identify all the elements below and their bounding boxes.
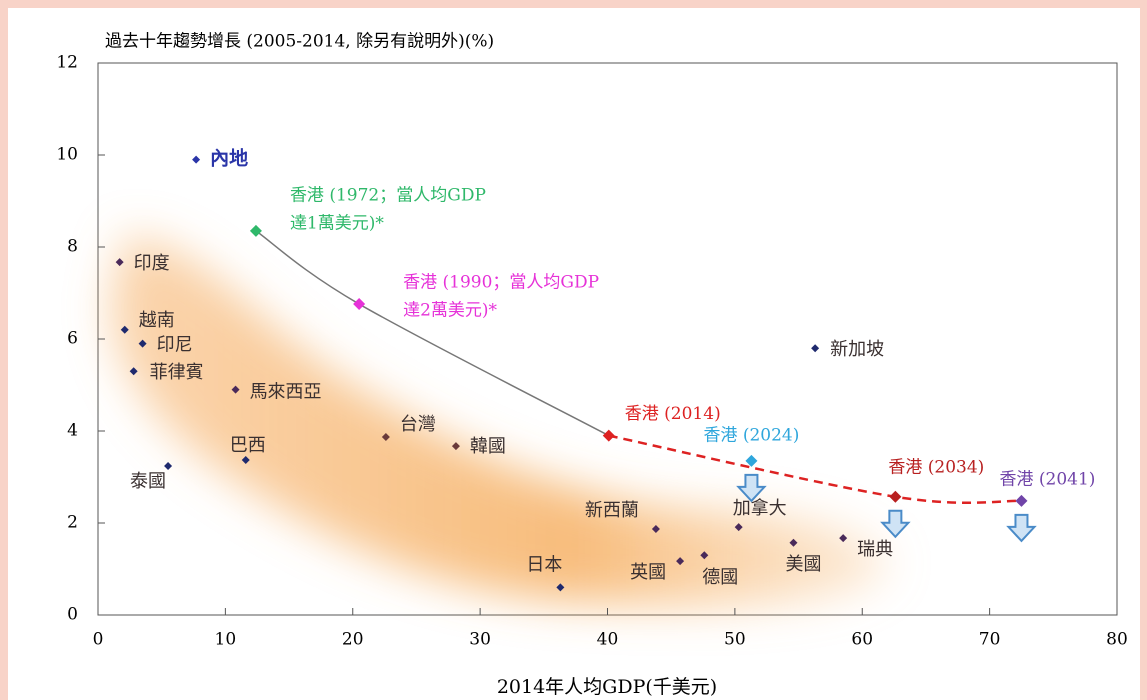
y-tick-label: 0	[67, 605, 78, 625]
y-tick-label: 2	[67, 513, 78, 533]
point-label: 新西蘭	[585, 500, 639, 521]
point-label: 香港 (2024)	[703, 425, 799, 445]
point-label: 巴西	[230, 435, 266, 456]
y-tick-label: 8	[67, 237, 78, 257]
down-arrow	[1006, 513, 1037, 543]
point	[249, 224, 262, 237]
point	[231, 385, 240, 394]
point-label: 達2萬美元)*	[403, 301, 497, 321]
point	[789, 538, 798, 547]
point-label: 香港 (2014)	[625, 404, 721, 424]
point-label: 印尼	[157, 335, 193, 356]
x-tick-label: 10	[215, 630, 237, 650]
point-label: 菲律賓	[150, 362, 204, 383]
point-label: 香港 (1990；當人均GDP	[403, 273, 599, 293]
point-label: 英國	[630, 562, 666, 583]
point-label: 香港 (1972；當人均GDP	[290, 185, 486, 205]
point	[889, 490, 902, 503]
point	[115, 258, 124, 267]
trend-line	[255, 230, 610, 437]
point	[1015, 494, 1028, 507]
x-tick-label: 70	[979, 630, 1001, 650]
point	[241, 455, 250, 464]
x-tick-label: 30	[469, 630, 491, 650]
point-label: 瑞典	[857, 539, 893, 560]
x-tick-label: 20	[342, 630, 364, 650]
point	[651, 524, 660, 533]
point	[353, 298, 366, 311]
chart-title: 過去十年趨勢增長 (2005-2014, 除另有說明外)(%)	[105, 32, 494, 52]
point-label: 美國	[785, 554, 821, 575]
point-label: 泰國	[130, 471, 166, 492]
point	[734, 523, 743, 532]
point	[164, 461, 173, 470]
y-tick-label: 12	[56, 53, 78, 73]
point-label: 香港 (2041)	[999, 469, 1095, 489]
point-label: 越南	[139, 310, 175, 331]
point	[676, 557, 685, 566]
point	[120, 325, 129, 334]
point-label: 達1萬美元)*	[290, 213, 384, 233]
x-axis-label: 2014年人均GDP(千美元)	[497, 676, 717, 698]
point	[129, 367, 138, 376]
point-label: 馬來西亞	[250, 382, 322, 403]
point-label: 台灣	[400, 414, 436, 435]
point	[700, 551, 709, 560]
x-tick-label: 50	[724, 630, 746, 650]
x-tick-label: 60	[851, 630, 873, 650]
highlight-band	[110, 235, 890, 606]
y-tick-label: 6	[67, 329, 78, 349]
point	[745, 454, 758, 467]
point	[839, 534, 848, 543]
point	[138, 339, 147, 348]
x-tick-label: 0	[93, 630, 104, 650]
point	[451, 442, 460, 451]
down-arrow	[880, 509, 911, 539]
x-tick-label: 40	[597, 630, 619, 650]
point	[602, 429, 615, 442]
point	[192, 155, 201, 164]
y-tick-label: 4	[67, 421, 78, 441]
x-tick-label: 80	[1106, 630, 1128, 650]
down-arrow	[736, 473, 767, 503]
point-label: 韓國	[470, 436, 506, 457]
point-label: 日本	[526, 554, 562, 575]
y-tick-label: 10	[56, 145, 78, 165]
point	[381, 432, 390, 441]
point-label: 內地	[210, 147, 248, 170]
point	[811, 344, 820, 353]
point-label: 加拿大	[733, 497, 787, 519]
point	[556, 583, 565, 592]
point-label: 香港 (2034)	[888, 457, 984, 477]
point-label: 德國	[702, 567, 738, 588]
point-label: 新加坡	[830, 339, 884, 360]
point-label: 印度	[134, 253, 170, 274]
